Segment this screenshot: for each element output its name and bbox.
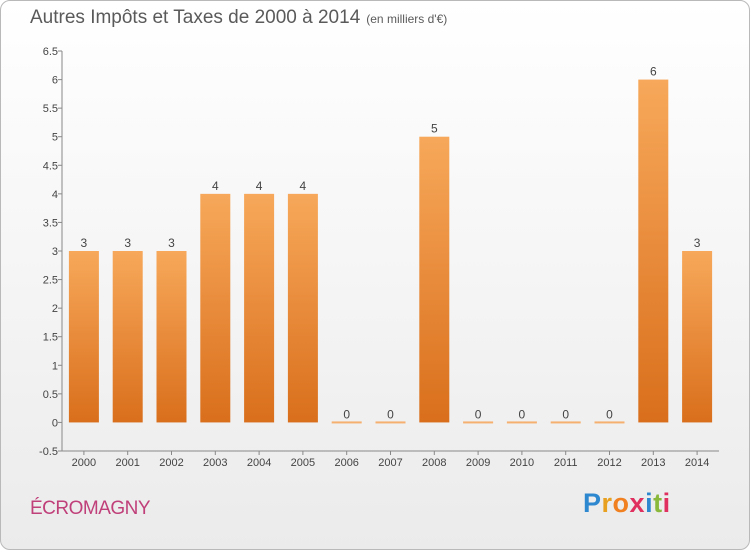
logo-letter: i <box>662 488 671 518</box>
x-tick-label: 2013 <box>641 457 665 469</box>
y-tick-label: 4 <box>52 189 58 201</box>
chart-header: Autres Impôts et Taxes de 2000 à 2014 (en… <box>30 7 447 29</box>
y-tick-label: 0.5 <box>43 389 58 401</box>
x-tick-label: 2004 <box>247 457 271 469</box>
bar <box>375 421 406 424</box>
x-tick-label: 2014 <box>685 457 709 469</box>
x-tick-label: 2010 <box>510 457 534 469</box>
data-label: 6 <box>650 65 657 79</box>
bar <box>419 136 450 423</box>
data-label: 4 <box>300 179 307 193</box>
data-label: 3 <box>124 236 131 250</box>
y-tick-label: 5 <box>52 132 58 144</box>
bar <box>244 193 275 423</box>
bar <box>550 421 581 424</box>
x-tick-label: 2001 <box>115 457 139 469</box>
y-tick-label: 2 <box>52 303 58 315</box>
data-label: 0 <box>475 407 482 421</box>
bar <box>463 421 494 424</box>
logo-letter: r <box>601 488 613 518</box>
x-tick-label: 2003 <box>203 457 227 469</box>
y-tick-label: 5.5 <box>43 103 58 115</box>
data-label: 0 <box>519 407 526 421</box>
logo-letter: x <box>629 488 646 518</box>
data-label: 0 <box>387 407 394 421</box>
data-label: 0 <box>562 407 569 421</box>
y-tick-label: 2.5 <box>43 275 58 287</box>
data-label: 4 <box>212 179 219 193</box>
y-tick-label: 1 <box>52 360 58 372</box>
x-tick-label: 2009 <box>466 457 490 469</box>
data-label: 5 <box>431 122 438 136</box>
logo-letter: P <box>583 488 602 518</box>
x-tick-label: 2007 <box>378 457 402 469</box>
y-tick-label: 4.5 <box>43 160 58 172</box>
commune-name: ÉCROMAGNY <box>30 498 151 519</box>
bar <box>638 79 669 423</box>
data-label: 3 <box>168 236 175 250</box>
x-tick-label: 2006 <box>334 457 358 469</box>
chart-subtitle: (en milliers d'€) <box>366 12 448 26</box>
y-tick-label: 0 <box>52 417 58 429</box>
chart-title: Autres Impôts et Taxes de 2000 à 2014 <box>30 7 361 28</box>
bar <box>68 251 99 423</box>
y-tick-label: 1.5 <box>43 332 58 344</box>
bar <box>331 421 362 424</box>
bar <box>156 251 187 423</box>
logo-letter: t <box>653 488 663 518</box>
y-tick-label: 3.5 <box>43 217 58 229</box>
bar <box>112 251 143 423</box>
x-tick-label: 2002 <box>159 457 183 469</box>
y-tick-label: -0.5 <box>39 446 58 458</box>
x-tick-label: 2011 <box>554 457 578 469</box>
x-tick-label: 2008 <box>422 457 446 469</box>
y-tick-label: 6.5 <box>43 46 58 58</box>
data-label: 0 <box>606 407 613 421</box>
data-label: 3 <box>81 236 88 250</box>
data-label: 4 <box>256 179 263 193</box>
bar <box>287 193 318 423</box>
y-tick-label: 6 <box>52 75 58 87</box>
bar <box>594 421 625 424</box>
x-tick-label: 2005 <box>291 457 315 469</box>
data-label: 0 <box>343 407 350 421</box>
logo-letter: o <box>612 488 630 518</box>
x-tick-label: 2000 <box>72 457 96 469</box>
bar <box>682 251 713 423</box>
logo-letter: i <box>645 488 654 518</box>
bar <box>506 421 537 424</box>
data-label: 3 <box>694 236 701 250</box>
bar <box>200 193 231 423</box>
proxiti-logo: Proxiti <box>583 488 671 519</box>
y-tick-label: 3 <box>52 246 58 258</box>
x-tick-label: 2012 <box>597 457 621 469</box>
